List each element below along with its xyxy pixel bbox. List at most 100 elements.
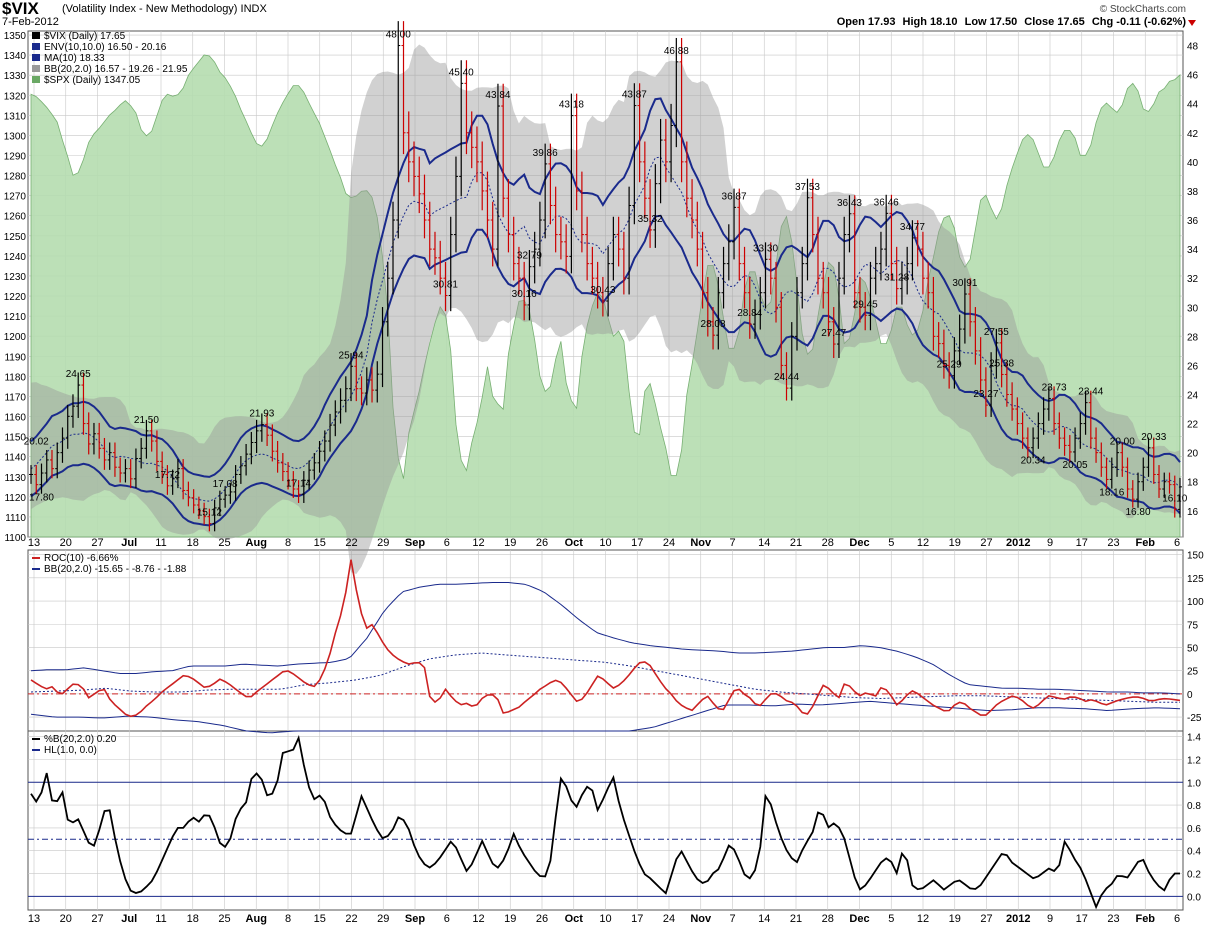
quote-open: Open 17.93	[836, 16, 896, 28]
roc-bb-lower	[30, 700, 1181, 734]
price-label: 33.30	[753, 243, 778, 254]
x-tick-label-bottom: 17	[631, 913, 643, 925]
x-tick-label-top: 20	[60, 537, 72, 549]
price-label: 43.87	[622, 90, 647, 101]
price-label: 20.33	[1141, 432, 1166, 443]
roc-line	[30, 559, 1181, 718]
legend-swatch-main	[32, 76, 40, 83]
price-label: 39.86	[533, 148, 558, 159]
x-tick-label-bottom: 25	[218, 913, 230, 925]
roc-bb-mid	[30, 652, 1180, 703]
x-tick-label-bottom: 29	[377, 913, 389, 925]
pctb-tick-label: 0.6	[1187, 824, 1201, 835]
legend-entry-roc: ROC(10) -6.66%	[44, 553, 119, 564]
price-label: 28.84	[737, 308, 762, 319]
roc-tick-label: 25	[1187, 667, 1199, 678]
price-label: 20.05	[1063, 460, 1088, 471]
pctb-line	[30, 734, 1180, 910]
y-right-tick-label: 24	[1187, 391, 1199, 402]
price-label: 24.44	[774, 372, 799, 383]
x-tick-label-bottom: 27	[980, 913, 992, 925]
moving-average	[30, 156, 1181, 502]
x-tick-label-bottom: 6	[444, 913, 450, 925]
price-label: 28.08	[701, 319, 726, 330]
y-left-tick-label: 1270	[4, 192, 27, 203]
x-tick-label-top: 10	[599, 537, 611, 549]
price-label: 27.47	[821, 328, 846, 339]
quote-change: Chg -0.11 (-0.62%)	[1091, 16, 1186, 28]
x-tick-label-bottom: 26	[536, 913, 548, 925]
x-tick-label-top: 24	[663, 537, 675, 549]
price-label: 29.45	[853, 299, 878, 310]
x-tick-label-bottom: 10	[599, 913, 611, 925]
x-tick-label-bottom: 2012	[1006, 913, 1030, 925]
x-tick-label-bottom: 22	[345, 913, 357, 925]
y-right-tick-label: 20	[1187, 449, 1199, 460]
y-left-tick-label: 1190	[4, 352, 26, 363]
legend-entry-pctb: %B(20,2.0) 0.20	[44, 734, 117, 745]
axis-tick-labels: 131320202727JulJul111118182525AugAug8815…	[4, 31, 1204, 925]
roc-tick-label: 100	[1187, 597, 1204, 608]
pctb-tick-label: 0.2	[1187, 870, 1201, 881]
x-tick-label-top: 7	[729, 537, 735, 549]
y-right-tick-label: 32	[1187, 274, 1199, 285]
y-left-tick-label: 1140	[4, 453, 26, 464]
price-label: 37.53	[795, 182, 820, 193]
x-tick-label-bottom: Aug	[246, 913, 267, 925]
price-label: 34.77	[900, 222, 925, 233]
pctb-tick-label: 0.4	[1187, 847, 1201, 858]
x-tick-label-bottom: 19	[504, 913, 516, 925]
price-label: 31.28	[884, 273, 909, 284]
y-left-tick-label: 1340	[4, 51, 27, 62]
x-tick-label-top: 22	[345, 537, 357, 549]
y-left-tick-label: 1180	[4, 372, 26, 383]
legend-swatch-main	[32, 43, 40, 50]
legend-entry-main: $SPX (Daily) 1347.05	[44, 75, 141, 86]
x-tick-label-bottom: 17	[1076, 913, 1088, 925]
price-label: 20.34	[1021, 456, 1046, 467]
price-label: 16.10	[1162, 493, 1187, 504]
y-left-tick-label: 1300	[4, 131, 27, 142]
y-right-tick-label: 42	[1187, 129, 1199, 140]
y-left-tick-label: 1100	[4, 533, 26, 544]
price-label: 21.93	[249, 409, 274, 420]
x-tick-label-bottom: Dec	[849, 913, 869, 925]
y-left-tick-label: 1160	[4, 413, 26, 424]
y-right-tick-label: 46	[1187, 71, 1199, 82]
x-tick-label-top: 8	[285, 537, 291, 549]
y-right-tick-label: 44	[1187, 100, 1199, 111]
price-label: 20.02	[24, 436, 49, 447]
x-tick-label-bottom: 19	[949, 913, 961, 925]
y-right-tick-label: 30	[1187, 303, 1199, 314]
price-label: 36.87	[722, 191, 747, 202]
legend-entry-main: BB(20,2.0) 16.57 - 19.26 - 21.95	[44, 64, 188, 75]
x-tick-label-bottom: 28	[822, 913, 834, 925]
envelope-lower	[30, 214, 1181, 527]
y-right-tick-label: 36	[1187, 216, 1199, 227]
chart-series: 20.02 17.80 24.65 21.50 17.72 15.12 17.08 21.93…	[24, 21, 1188, 910]
x-tick-label-top: 15	[314, 537, 326, 549]
x-tick-label-bottom: 12	[472, 913, 484, 925]
roc-tick-label: 150	[1187, 551, 1204, 562]
spx-area	[30, 54, 1181, 538]
y-left-tick-label: 1240	[4, 252, 27, 263]
x-tick-label-bottom: Nov	[690, 913, 712, 925]
legend-entry-main: $VIX (Daily) 17.65	[44, 31, 126, 42]
price-label: 25.29	[937, 360, 962, 371]
price-label: 30.16	[512, 289, 537, 300]
price-label: 46.88	[664, 46, 689, 57]
price-label: 21.50	[134, 415, 159, 426]
legend-entry-roc: BB(20,2.0) -15.65 - -8.76 - -1.88	[44, 564, 187, 575]
price-label: 48.00	[386, 30, 411, 41]
symbol-title: $VIX	[2, 0, 39, 18]
y-left-tick-label: 1210	[4, 312, 27, 323]
legend-swatch-main	[32, 65, 40, 72]
price-label: 30.91	[952, 278, 977, 289]
x-tick-label-bottom: Feb	[1135, 913, 1155, 925]
pctb-tick-label: 1.0	[1187, 778, 1201, 789]
y-left-tick-label: 1310	[4, 111, 27, 122]
quote-close: Close 17.65	[1024, 16, 1085, 28]
x-tick-label-bottom: 24	[663, 913, 675, 925]
x-tick-label-top: 6	[1174, 537, 1180, 549]
